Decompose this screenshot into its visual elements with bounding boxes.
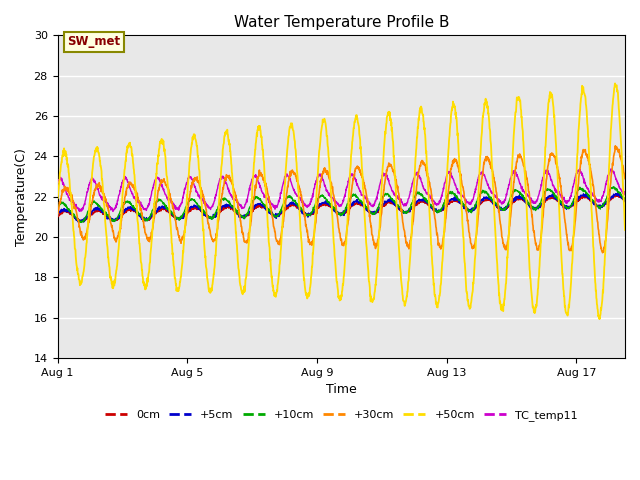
- Title: Water Temperature Profile B: Water Temperature Profile B: [234, 15, 449, 30]
- Y-axis label: Temperature(C): Temperature(C): [15, 148, 28, 246]
- Legend: 0cm, +5cm, +10cm, +30cm, +50cm, TC_temp11: 0cm, +5cm, +10cm, +30cm, +50cm, TC_temp1…: [100, 406, 582, 425]
- Text: SW_met: SW_met: [67, 36, 120, 48]
- X-axis label: Time: Time: [326, 383, 356, 396]
